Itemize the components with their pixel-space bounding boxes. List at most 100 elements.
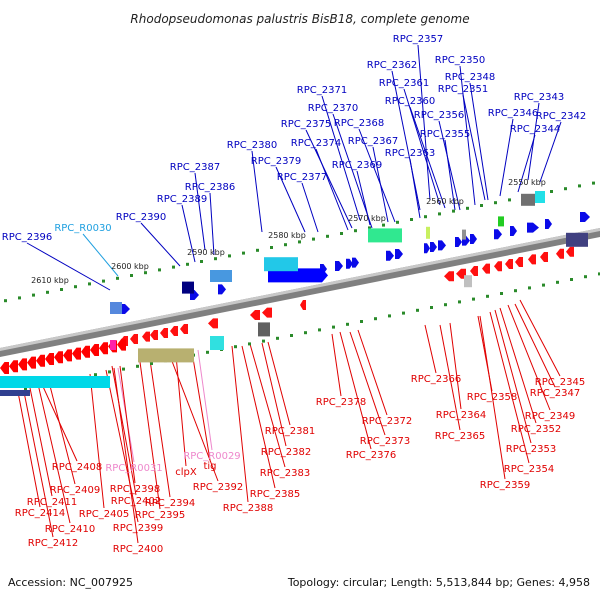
gene-arrow (54, 351, 63, 364)
scale-tick-dot (150, 362, 153, 365)
gene-arrow (72, 347, 81, 360)
gene-arrow (515, 257, 523, 267)
gene-arrow (580, 212, 590, 222)
label-leader-line (251, 150, 263, 233)
gene-arrow (456, 268, 466, 279)
gene-label: RPC_2379 (251, 156, 301, 167)
gene-feature-box (464, 275, 472, 288)
label-leader-line (149, 359, 171, 498)
gene-label: RPC_2382 (261, 447, 311, 458)
label-leader-line (469, 82, 489, 201)
scale-tick-dot (256, 248, 259, 252)
label-leader-line (89, 373, 105, 509)
gene-label: RPC_2342 (536, 111, 586, 122)
scale-tick-dot (528, 286, 531, 290)
gene-feature-box (462, 229, 466, 240)
label-leader-line (462, 94, 486, 201)
label-leader-line (175, 354, 187, 467)
gene-arrow (444, 271, 454, 282)
gene-arrow (27, 356, 36, 369)
scale-tick-dot (60, 288, 63, 291)
gene-feature-box (566, 232, 588, 247)
scale-tick-dot (438, 212, 441, 216)
label-leader-line (305, 129, 353, 229)
scale-tick-dot (466, 206, 469, 210)
scale-tick-dot (116, 276, 119, 280)
scale-tick-dot (4, 299, 7, 303)
scale-tick-dot (452, 209, 455, 213)
scale-tick-dot (24, 387, 27, 391)
scale-tick-dot (360, 320, 363, 323)
label-leader-line (169, 355, 219, 482)
label-leader-line (194, 172, 206, 251)
gene-label: RPC_2387 (170, 162, 220, 173)
scale-tick-dot (130, 274, 133, 277)
scale-tick-dot (424, 215, 427, 219)
gene-arrow (424, 243, 430, 254)
gene-arrow (81, 345, 90, 358)
gene-arrow (45, 353, 54, 365)
gene-label: RPC_2345 (535, 377, 585, 388)
scale-tick-dot (88, 282, 91, 286)
gene-arrow (250, 310, 260, 320)
scale-tick-dot (242, 251, 245, 255)
gene-arrow (99, 342, 108, 355)
scale-tick-dot (494, 201, 497, 205)
label-leader-line (449, 322, 462, 410)
label-leader-line (26, 242, 111, 291)
label-leader-line (339, 331, 372, 450)
gene-arrow (352, 257, 359, 268)
gene-label: RPC_2405 (79, 509, 129, 520)
scale-tick-dot (340, 232, 343, 235)
gene-label: RPC_2346 (488, 108, 538, 119)
scale-tick-dot (186, 262, 189, 266)
scale-tick-dot (46, 290, 49, 294)
label-leader-lines (17, 44, 562, 544)
label-leader-line (438, 120, 461, 211)
scale-tick-dot (430, 306, 433, 309)
scale-tick-dot (122, 367, 125, 371)
scale-tick-dot (270, 246, 273, 249)
gene-arrow (395, 249, 403, 259)
label-leader-line (424, 324, 437, 374)
gene-label: RPC_2364 (436, 410, 486, 421)
gene-feature-box (110, 340, 116, 350)
scale-tick-dot (32, 293, 35, 297)
gene-arrow (386, 250, 394, 261)
scale-tick-dot (584, 275, 587, 279)
label-leader-line (275, 166, 306, 233)
gene-arrow (482, 263, 490, 274)
gene-label: RPC_2350 (435, 55, 485, 66)
gene-label: RPC_2402 (111, 496, 161, 507)
scale-tick-dot (304, 331, 307, 335)
scale-label: 2610 kbp (31, 276, 69, 285)
label-leader-line (507, 304, 551, 411)
scale-tick-dot (290, 334, 293, 337)
gene-arrow (494, 261, 502, 272)
label-leader-line (37, 383, 71, 524)
label-leader-line (417, 44, 431, 201)
scale-tick-dot (458, 300, 461, 304)
gene-label: RPC_2409 (50, 485, 100, 496)
label-leader-line (409, 106, 446, 209)
label-leader-line (517, 134, 536, 193)
gene-label: RPC_2378 (316, 397, 366, 408)
label-leader-line (439, 324, 461, 431)
gene-label: RPC_2361 (379, 78, 429, 89)
gene-arrow (117, 338, 126, 351)
gene-label: RPC_2381 (265, 426, 315, 437)
label-leader-line (111, 365, 137, 496)
gene-label: RPC_2351 (438, 84, 488, 95)
scale-tick-dot (206, 350, 209, 354)
gene-label: RPC_2375 (281, 119, 331, 130)
scale-tick-dot (332, 325, 335, 329)
scale-tick-dot (298, 240, 301, 244)
gene-label: RPC_2373 (360, 436, 410, 447)
gene-label: RPC_2398 (110, 484, 160, 495)
gene-label: RPC_2356 (414, 110, 464, 121)
gene-arrow (470, 234, 477, 244)
label-leader-line (321, 95, 361, 221)
gene-label: RPC_2411 (27, 497, 77, 508)
gene-feature-box (110, 302, 122, 314)
gene-feature-box (182, 281, 194, 294)
